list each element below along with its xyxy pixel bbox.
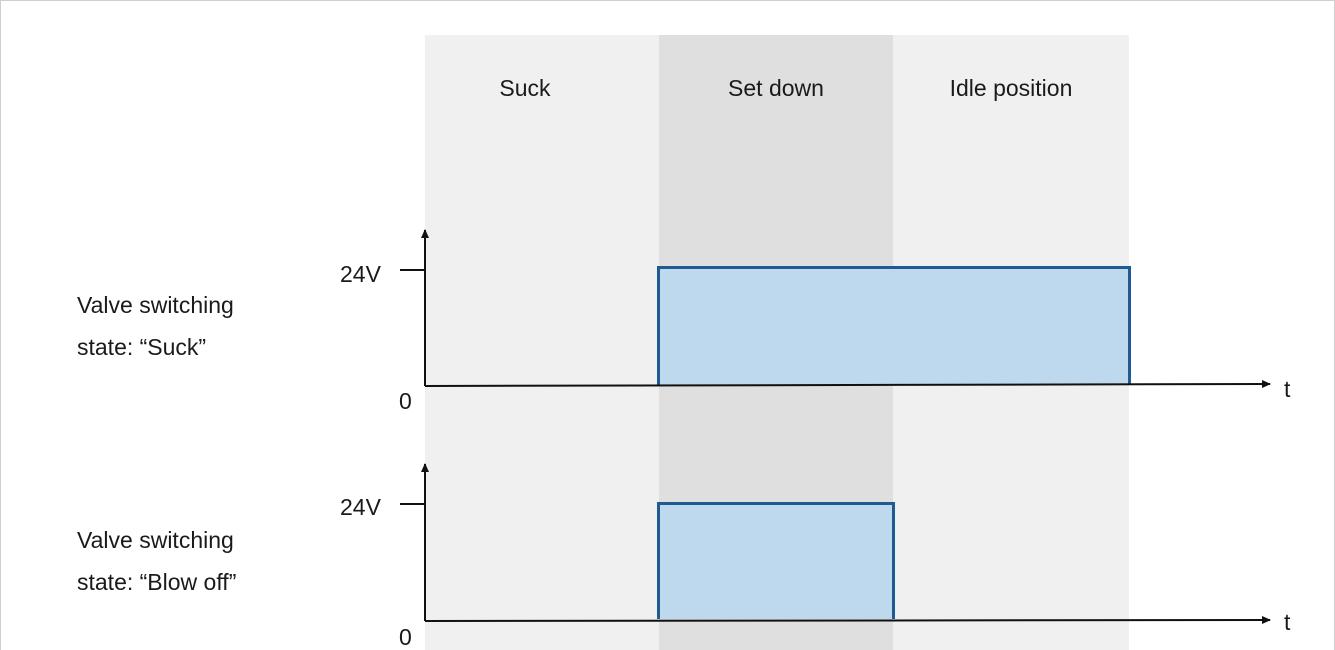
suck-signal-label-line2: state: “Suck” xyxy=(77,334,207,360)
frame-top-border xyxy=(0,0,1335,1)
blow-off-x-axis xyxy=(424,616,1271,625)
phase-label-suck: Suck xyxy=(499,75,551,101)
suck-valve-pulse xyxy=(657,266,1131,385)
suck-zero-label: 0 xyxy=(399,388,412,414)
blow-off-signal-label-line2: state: “Blow off” xyxy=(77,569,237,595)
blow-off-24v-label: 24V xyxy=(340,494,381,520)
blow-off-zero-label: 0 xyxy=(399,624,412,650)
phase-label-set-down: Set down xyxy=(728,75,824,101)
blow-off-valve-pulse xyxy=(657,502,895,619)
suck-24v-label: 24V xyxy=(340,261,381,287)
phase-band-suck xyxy=(425,35,659,650)
blow-off-24v-tick xyxy=(400,503,425,505)
suck-signal-label-line1: Valve switching xyxy=(77,292,234,318)
phase-label-idle-position: Idle position xyxy=(949,75,1073,101)
suck-time-axis-label: t xyxy=(1284,376,1291,402)
suck-x-axis xyxy=(424,380,1271,389)
blow-off-time-axis-label: t xyxy=(1284,609,1291,635)
frame-left-border xyxy=(0,0,1,650)
suck-24v-tick xyxy=(400,269,425,271)
blow-off-signal-label-line1: Valve switching xyxy=(77,527,234,553)
